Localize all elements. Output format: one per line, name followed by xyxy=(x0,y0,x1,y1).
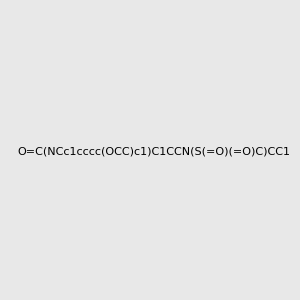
Text: O=C(NCc1cccc(OCC)c1)C1CCN(S(=O)(=O)C)CC1: O=C(NCc1cccc(OCC)c1)C1CCN(S(=O)(=O)C)CC1 xyxy=(17,146,290,157)
